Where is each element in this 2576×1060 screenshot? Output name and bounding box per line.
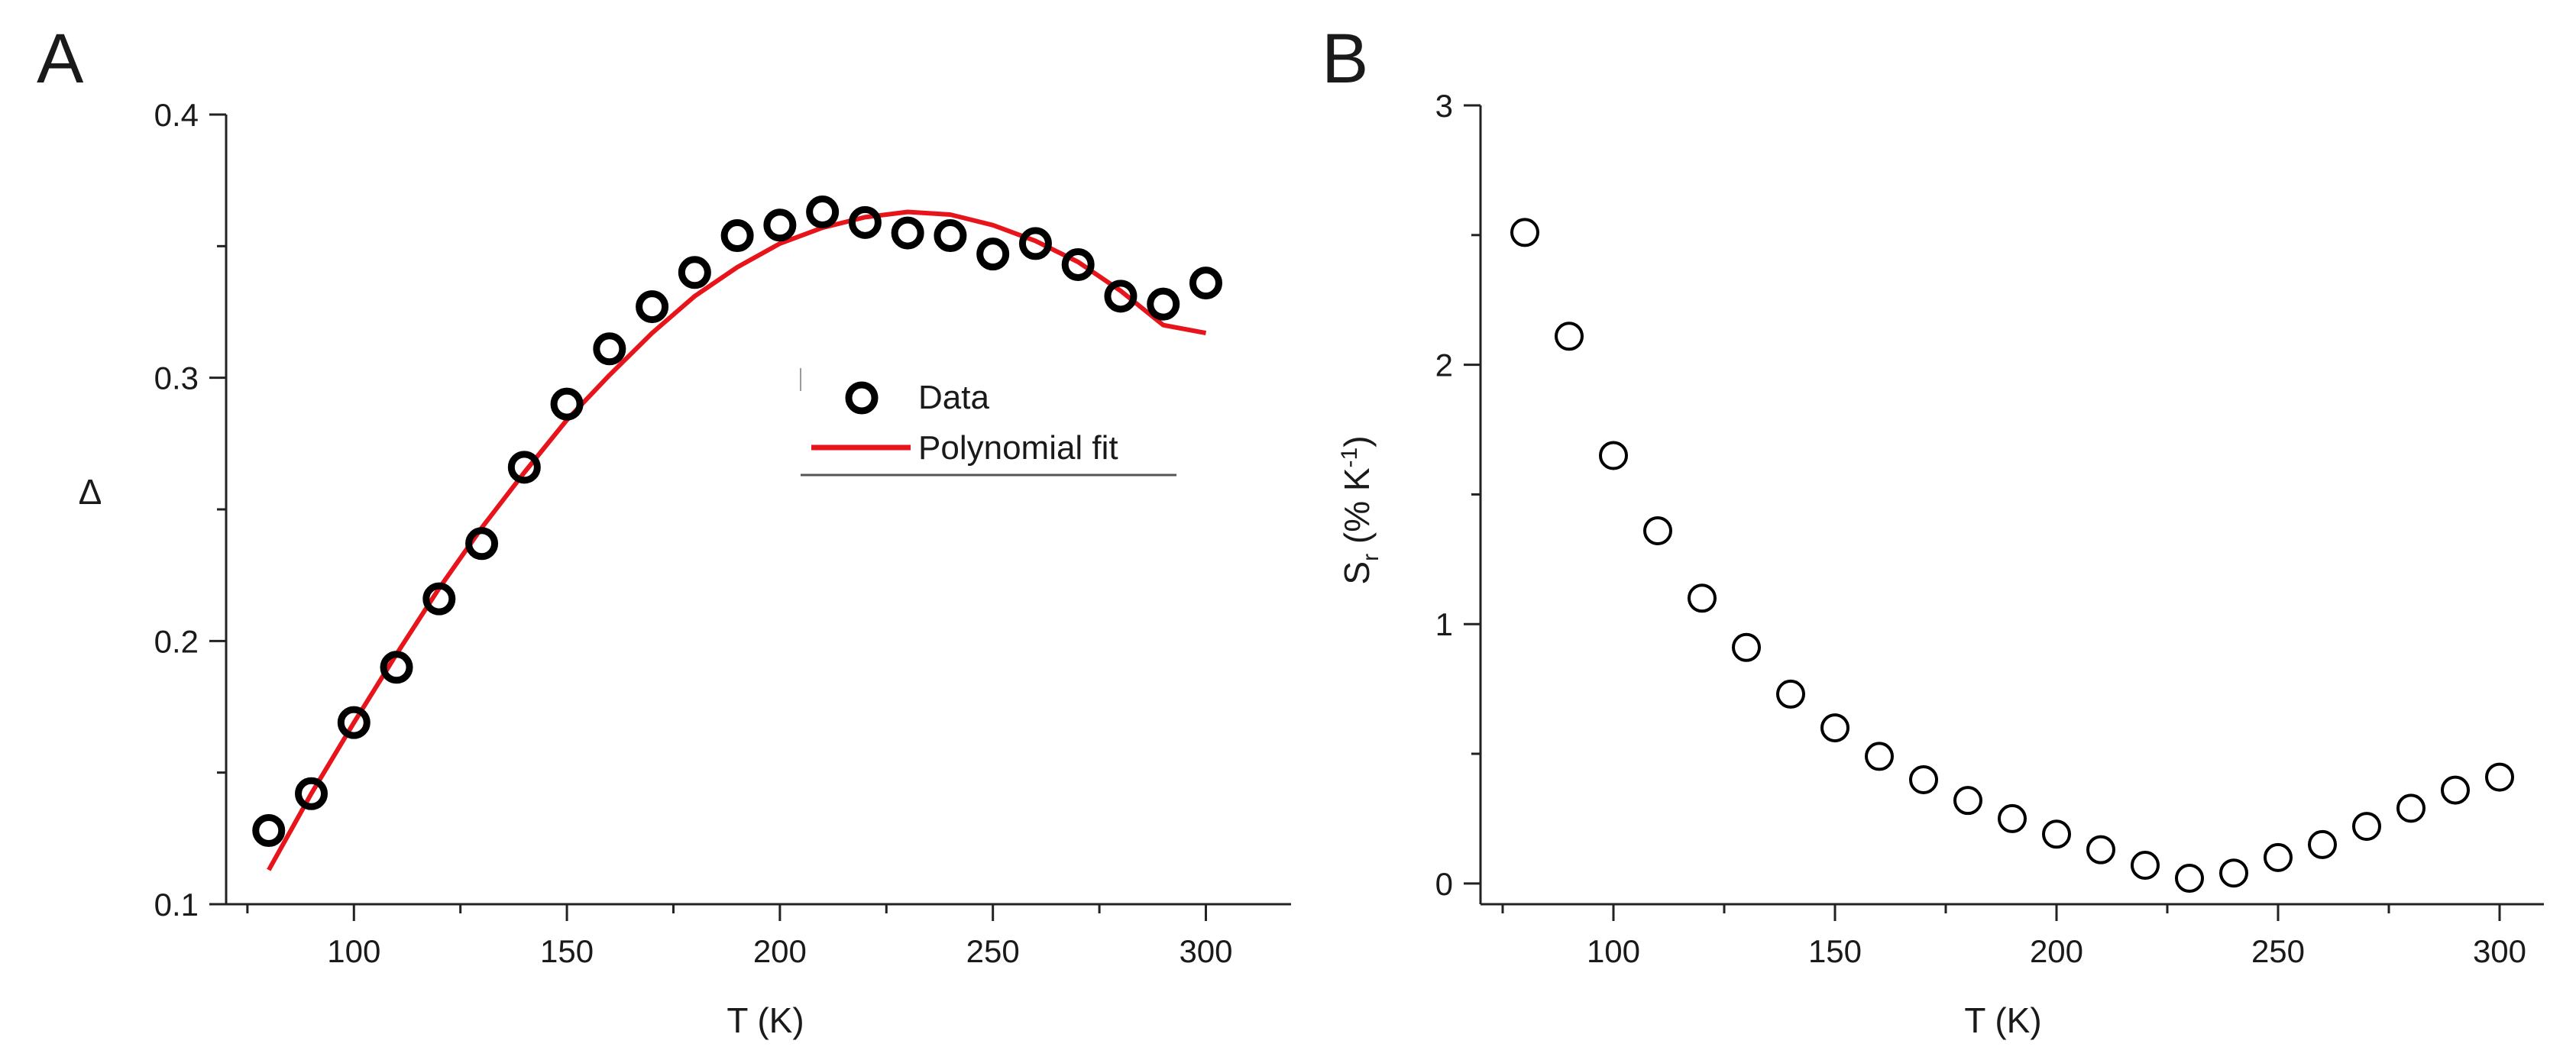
panel-b-label: B [1322,20,1368,98]
y-title-close: ) [1337,435,1377,447]
data-point [1998,803,2027,833]
data-point [252,813,286,847]
data-point [976,238,1010,271]
data-point [1061,247,1095,281]
data-point [2086,835,2115,864]
data-point [1510,218,1539,247]
panel-b-x-tick-label: 250 [2251,933,2305,969]
data-point [2396,793,2426,823]
data-point [1599,441,1628,470]
data-point [2131,851,2160,881]
data-point [295,777,328,810]
panel-a-y-tick-label: 0.4 [154,97,199,133]
legend-data-label: Data [918,379,989,416]
data-point [1909,764,1938,794]
panel-a-data-points [252,196,1222,847]
data-point [891,216,924,250]
data-point [720,219,754,253]
data-point [1953,786,1982,816]
data-point [2219,858,2248,888]
panel-a-y-tick-label: 0.3 [154,360,199,396]
data-point [2352,812,2381,842]
data-point [337,706,371,739]
panel-a-chart: A Δ T (K) 100 150 200 250 300 0.1 0.2 0.3 0.4 Da… [37,20,1291,1040]
panel-b-x-axis-title: T (K) [1964,1000,2041,1040]
data-point [422,582,456,616]
panel-a-x-tick-label: 150 [540,933,594,969]
panel-a-y-tick-label: 0.2 [154,623,199,659]
data-point [848,205,882,239]
data-point [1555,322,1584,351]
panel-b-axes: 100 150 200 250 300 0 1 2 3 [1435,88,2544,969]
y-title-subscript: r [1358,554,1383,561]
data-point [550,387,584,421]
data-point [1189,267,1222,300]
panel-a-fit-line-layer [267,209,1207,871]
data-point [763,208,797,242]
data-point [2485,762,2514,792]
panel-b-chart: B Sr (% K-1) T (K) 100 150 200 250 300 0 1 2 3 [1322,20,2544,1040]
polynomial-fit-line [267,209,1207,871]
panel-a-x-tick-label: 250 [966,933,1020,969]
data-point [593,332,626,366]
data-point [1018,227,1052,260]
panel-b-y-tick-label: 3 [1435,88,1453,124]
data-point [2175,864,2204,894]
legend-fit-label: Polynomial fit [918,429,1118,467]
panel-b-x-tick-label: 200 [2030,933,2083,969]
y-title-units: (% K [1337,467,1377,554]
panel-a-y-tick-label: 0.1 [154,887,199,923]
panel-a-x-axis-title: T (K) [727,1000,804,1040]
data-point [380,651,413,684]
data-point [934,219,967,253]
y-title-superscript: -1 [1337,448,1362,468]
data-point [1820,713,1849,743]
data-point [1643,515,1672,545]
data-point [2441,775,2470,805]
data-point [678,256,711,289]
panel-a-x-tick-label: 100 [327,933,380,969]
panel-a-axes: 100 150 200 250 300 0.1 0.2 0.3 0.4 [154,97,1291,969]
panel-b-x-tick-label: 300 [2473,933,2526,969]
panel-b-y-axis-title: Sr (% K-1) [1337,435,1383,584]
data-point [1104,280,1138,313]
panel-b-y-tick-label: 0 [1435,866,1453,902]
data-point [507,451,541,484]
data-point [636,290,669,324]
data-point [465,527,499,561]
data-point [1147,287,1180,321]
y-title-symbol: S [1337,561,1377,585]
data-point [2264,842,2293,872]
panel-a-x-tick-label: 200 [753,933,807,969]
panel-b-y-tick-label: 2 [1435,347,1453,383]
data-point [1776,679,1805,709]
data-point [1865,742,1894,771]
legend-data-marker [845,381,879,415]
panel-b-x-tick-label: 150 [1808,933,1862,969]
data-point [806,196,840,229]
panel-a-legend: Data Polynomial fit [800,368,1176,477]
panel-a-y-axis-title: Δ [79,472,102,512]
panel-b-x-tick-label: 100 [1587,933,1640,969]
data-point [1688,583,1717,613]
panel-a-x-tick-label: 300 [1179,933,1232,969]
data-point [2308,829,2337,859]
panel-b-y-tick-label: 1 [1435,606,1453,642]
data-point [1732,632,1761,662]
data-point [2042,819,2071,849]
panel-b-data-points [1510,218,2514,894]
panel-a-label: A [37,20,84,98]
